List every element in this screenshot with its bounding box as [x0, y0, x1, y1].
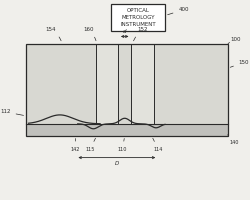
- Text: 110: 110: [118, 138, 127, 152]
- Text: 152: 152: [134, 27, 148, 41]
- Text: 154: 154: [46, 27, 61, 41]
- Text: 112: 112: [0, 109, 24, 115]
- Text: 140: 140: [228, 135, 239, 145]
- Text: 100: 100: [230, 37, 240, 42]
- Text: 142: 142: [71, 139, 80, 152]
- Bar: [26, 44, 228, 136]
- Text: d: d: [123, 29, 126, 34]
- Text: 115: 115: [85, 138, 96, 152]
- Text: 160: 160: [84, 27, 96, 41]
- Bar: [96, 44, 118, 124]
- Text: D: D: [115, 161, 119, 166]
- Text: OPTICAL
METROLOGY
INSTRUMENT: OPTICAL METROLOGY INSTRUMENT: [120, 8, 156, 27]
- Bar: [26, 44, 228, 124]
- Bar: [26, 124, 228, 136]
- Text: 400: 400: [168, 7, 189, 15]
- Bar: [132, 44, 154, 124]
- Bar: [132, 44, 154, 124]
- Text: 114: 114: [153, 138, 163, 152]
- Bar: [96, 44, 118, 124]
- Bar: [111, 4, 165, 31]
- Text: 150: 150: [230, 60, 249, 67]
